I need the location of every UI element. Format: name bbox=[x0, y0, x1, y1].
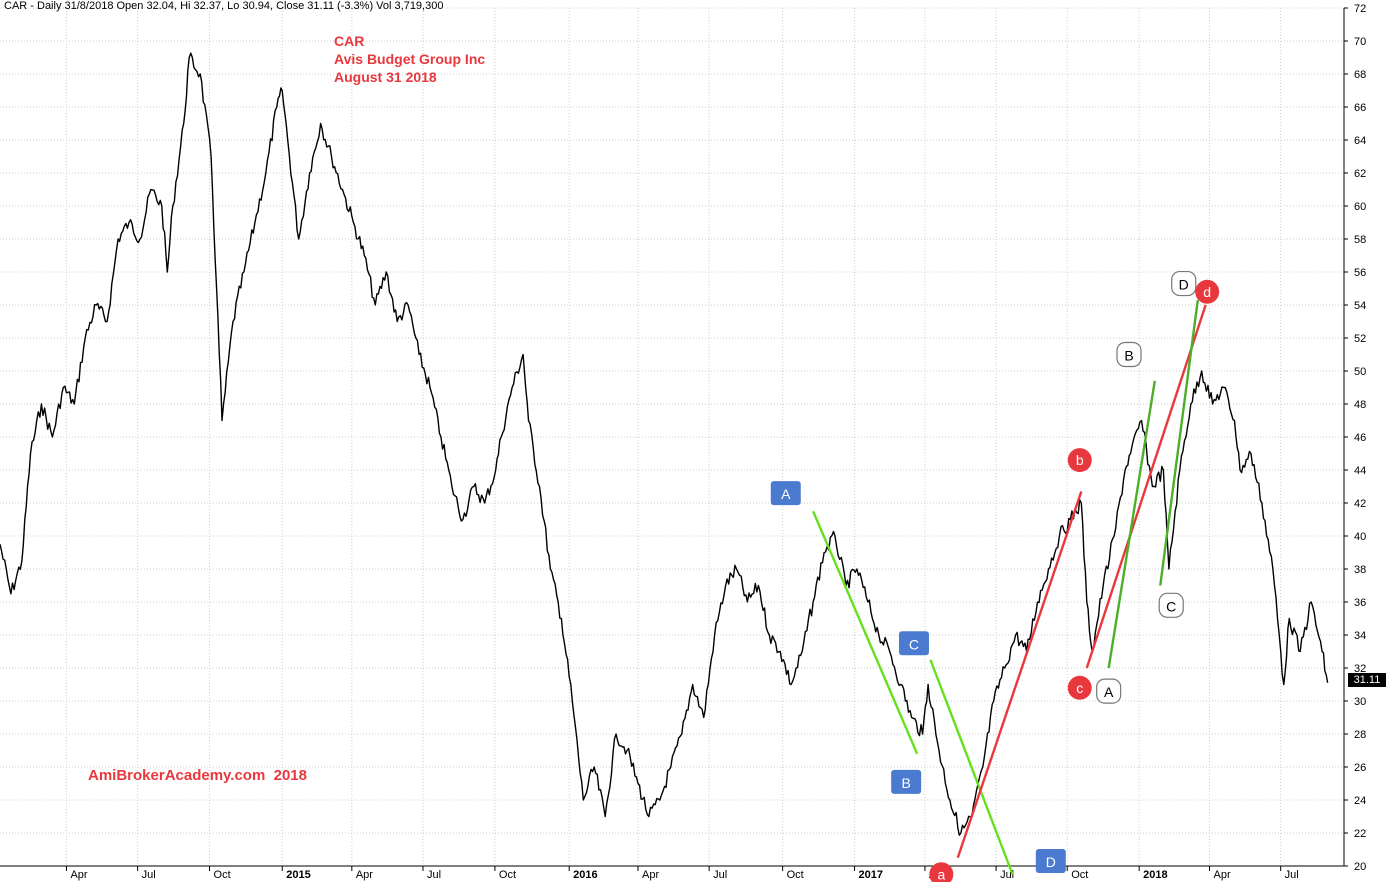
y-tick-label: 26 bbox=[1354, 762, 1366, 774]
watermark-text: AmiBrokerAcademy.com 2018 bbox=[88, 767, 307, 784]
wave-label-marker bbox=[770, 481, 801, 506]
y-tick-label: 46 bbox=[1354, 432, 1366, 444]
wave-label-blue-A: A bbox=[770, 481, 801, 506]
wave-label-red-b: b bbox=[1067, 448, 1092, 473]
x-tick-label: Apr bbox=[356, 869, 373, 881]
trend-line-red bbox=[1085, 304, 1207, 669]
wave-label-marker bbox=[1158, 592, 1184, 618]
wave-label-marker bbox=[891, 769, 922, 794]
chart-date-label: August 31 2018 bbox=[334, 69, 437, 85]
y-tick-label: 62 bbox=[1354, 168, 1366, 180]
wave-label-text: C bbox=[909, 636, 919, 652]
y-tick-label: 64 bbox=[1354, 135, 1366, 147]
wave-label-white-C: C bbox=[1158, 592, 1184, 618]
y-tick-label: 36 bbox=[1354, 597, 1366, 609]
wave-label-text: B bbox=[901, 775, 910, 791]
x-tick-label: Oct bbox=[787, 869, 804, 881]
y-tick-label: 32 bbox=[1354, 663, 1366, 675]
wave-label-text: b bbox=[1076, 452, 1084, 468]
y-tick-label: 44 bbox=[1354, 465, 1366, 477]
x-tick-label: 2016 bbox=[573, 869, 597, 881]
wave-label-marker bbox=[1067, 675, 1092, 700]
wave-label-white-D: D bbox=[1171, 270, 1197, 297]
wave-label-white-A: A bbox=[1096, 678, 1122, 704]
trend-line-darkgreen bbox=[1107, 380, 1156, 669]
wave-label-text: a bbox=[937, 866, 945, 882]
y-tick-label: 60 bbox=[1354, 201, 1366, 213]
y-tick-label: 56 bbox=[1354, 267, 1366, 279]
wave-label-marker bbox=[1067, 448, 1092, 473]
wave-label-text: d bbox=[1203, 284, 1211, 300]
trend-line-green bbox=[812, 510, 919, 755]
trend-line-darkgreen bbox=[1159, 299, 1199, 586]
y-tick-label: 50 bbox=[1354, 366, 1366, 378]
wave-label-text: A bbox=[1104, 684, 1114, 700]
y-tick-label: 38 bbox=[1354, 564, 1366, 576]
wave-label-marker bbox=[1195, 279, 1220, 304]
x-tick-label: Apr bbox=[1214, 869, 1231, 881]
x-tick-label: 2018 bbox=[1143, 869, 1167, 881]
y-tick-label: 52 bbox=[1354, 333, 1366, 345]
x-tick-label: Apr bbox=[642, 869, 659, 881]
y-tick-label: 54 bbox=[1354, 300, 1366, 312]
y-tick-label: 42 bbox=[1354, 498, 1366, 510]
x-tick-label: 2017 bbox=[859, 869, 883, 881]
y-tick-label: 24 bbox=[1354, 795, 1366, 807]
wave-label-blue-D: D bbox=[1035, 849, 1066, 874]
wave-label-text: C bbox=[1166, 598, 1176, 614]
wave-label-red-a: a bbox=[929, 862, 954, 882]
wave-label-marker bbox=[1096, 678, 1122, 704]
chart-subtitle: Avis Budget Group Inc bbox=[334, 51, 486, 67]
x-tick-label: Jul bbox=[1285, 869, 1299, 881]
y-tick-label: 34 bbox=[1354, 630, 1366, 642]
wave-label-text: B bbox=[1124, 348, 1133, 364]
wave-label-marker bbox=[1171, 270, 1197, 297]
chart-title: CAR bbox=[334, 33, 365, 49]
x-tick-label: Jul bbox=[713, 869, 727, 881]
y-tick-label: 40 bbox=[1354, 531, 1366, 543]
x-tick-label: Oct bbox=[499, 869, 516, 881]
last-price-label: 31.11 bbox=[1348, 673, 1386, 687]
wave-label-text: c bbox=[1076, 680, 1083, 696]
y-tick-label: 30 bbox=[1354, 696, 1366, 708]
y-tick-label: 28 bbox=[1354, 729, 1366, 741]
wave-label-text: D bbox=[1046, 854, 1056, 870]
x-tick-label: Jul bbox=[142, 869, 156, 881]
x-tick-label: Apr bbox=[70, 869, 87, 881]
wave-label-text: A bbox=[781, 486, 791, 502]
y-tick-label: 20 bbox=[1354, 861, 1366, 873]
y-tick-label: 22 bbox=[1354, 828, 1366, 840]
y-tick-label: 70 bbox=[1354, 36, 1366, 48]
y-tick-label: 48 bbox=[1354, 399, 1366, 411]
x-tick-label: Jul bbox=[427, 869, 441, 881]
wave-label-white-B: B bbox=[1116, 341, 1142, 368]
x-tick-label: Oct bbox=[1071, 869, 1088, 881]
wave-label-marker bbox=[1035, 849, 1066, 874]
wave-label-text: D bbox=[1179, 277, 1189, 293]
wave-label-blue-B: B bbox=[891, 769, 922, 794]
chart-header-text: CAR - Daily 31/8/2018 Open 32.04, Hi 32.… bbox=[4, 0, 444, 12]
wave-label-marker bbox=[898, 631, 929, 656]
x-tick-label: Oct bbox=[214, 869, 231, 881]
wave-label-marker bbox=[1116, 341, 1142, 368]
y-tick-label: 66 bbox=[1354, 102, 1366, 114]
x-tick-label: 2015 bbox=[286, 869, 310, 881]
trend-line-red bbox=[956, 491, 1083, 859]
trend-line-green bbox=[929, 659, 1014, 875]
price-line bbox=[0, 52, 1329, 836]
wave-label-marker bbox=[929, 862, 954, 882]
wave-label-red-d: d bbox=[1195, 279, 1220, 304]
y-tick-label: 72 bbox=[1354, 3, 1366, 15]
y-tick-label: 58 bbox=[1354, 234, 1366, 246]
wave-label-blue-C: C bbox=[898, 631, 929, 656]
y-tick-label: 68 bbox=[1354, 69, 1366, 81]
wave-label-red-c: c bbox=[1067, 675, 1092, 700]
